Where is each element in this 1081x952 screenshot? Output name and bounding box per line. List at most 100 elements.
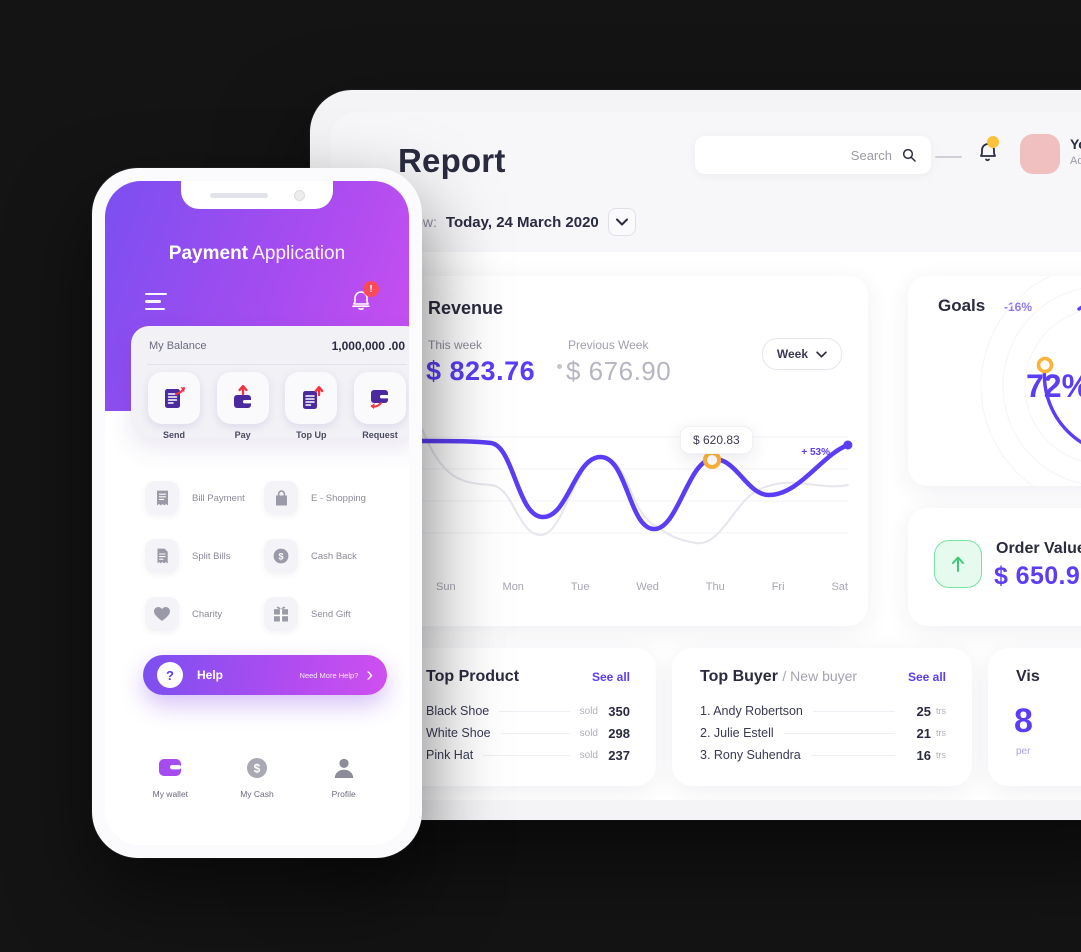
user-role: Administra [1070,155,1081,167]
tablet-screen: Report Search Your Na [330,112,1081,800]
topup-glyph [303,386,324,409]
hamburger-menu-icon[interactable] [145,293,167,315]
service-send-gift[interactable]: Send Gift [264,597,383,631]
bell-icon [352,291,370,310]
app-title: Payment Application [105,243,409,265]
action-pay[interactable]: Pay [212,372,274,440]
dashboard-body: Revenue This week $ 823.76 Previous Week… [330,252,1081,800]
coin-dollar-icon: $ [221,753,293,783]
sold-count: 298 [608,725,630,741]
service-split-bills[interactable]: Split Bills [145,539,264,573]
goals-delta: -16% [1004,300,1033,314]
action-label: Request [362,430,398,440]
wallet-icon [134,753,206,783]
revenue-line-chart-svg [419,428,853,545]
revenue-card: Revenue This week $ 823.76 Previous Week… [398,276,868,626]
notification-badge [987,136,999,148]
show-value: Today, 24 March 2020 [445,213,599,231]
revenue-range-dropdown[interactable]: Week [761,338,842,370]
top-buyer-title: Top Buyer / New buyer [700,668,857,686]
chart-change-label: + 53% [801,447,830,458]
list-item: 3. Rony Suhendra 16 trs [700,744,946,766]
phone-notification-button[interactable]: ! [349,281,379,315]
request-glyph [370,390,389,409]
service-cash-back[interactable]: $ Cash Back [264,539,383,573]
top-product-see-all[interactable]: See all [591,670,630,684]
action-topup[interactable]: Top Up [280,372,342,440]
buyer-unit: trs [936,728,946,738]
bag-glyph [275,490,287,506]
request-wallet-icon [353,372,406,424]
list-item: 1. Andy Robertson 25 trs [700,700,946,722]
revenue-previous-week-value: $ 676.90 [566,356,672,386]
date-filter[interactable]: Show: Today, 24 March 2020 [398,208,636,236]
revenue-chart: $ 620.83 + 53% Sun Mon Tue Wed Thu Fri S… [412,411,858,611]
product-name: Black Shoe [426,704,490,718]
camera-dot [293,189,305,201]
x-tick-fri: Fri [771,581,785,593]
x-tick-sun: Sun [436,581,456,593]
sold-label: sold [579,727,598,739]
phone-screen: Payment Application ! My Balance 1,000,0… [105,181,409,845]
action-request[interactable]: Request [349,372,409,440]
service-e-shopping[interactable]: E - Shopping [264,481,383,515]
x-tick-mon: Mon [502,581,524,593]
order-value-amount: $ 650.92 [994,562,1081,590]
search-input[interactable]: Search [695,136,931,174]
date-dropdown-button[interactable] [607,208,636,236]
action-send[interactable]: Send [143,372,205,440]
service-bill-payment[interactable]: Bill Payment [145,481,264,515]
gift-icon [264,597,298,631]
send-glyph [165,387,185,408]
help-banner[interactable]: ? Help Need More Help? › [143,655,387,695]
wallet-glyph [159,759,182,776]
visitor-value: 8 [1014,702,1033,740]
search-placeholder: Search [850,147,892,163]
visitor-title: Vis [1016,668,1040,685]
service-label: Send Gift [311,608,351,620]
pay-wallet-icon [216,372,269,424]
buyer-unit: trs [936,750,946,760]
top-buyer-see-all[interactable]: See all [907,670,946,684]
action-label: Send [162,430,185,440]
tablet-device: Report Search Your Na [310,90,1081,820]
arrow-up-icon [952,556,964,572]
top-buyer-subtitle: / New buyer [782,668,858,684]
pay-glyph [233,385,252,408]
chevron-down-icon [816,350,827,358]
revenue-title: Revenue [428,298,504,318]
avatar[interactable] [1020,134,1060,174]
row-divider [499,710,570,712]
x-tick-sat: Sat [831,581,848,593]
help-label: Help [197,668,224,682]
row-divider [783,732,895,734]
notification-bell-button[interactable] [975,136,1001,168]
top-buyer-card: Top Buyer / New buyer See all 1. Andy Ro… [672,648,972,786]
row-divider [812,710,895,712]
service-charity[interactable]: Charity [145,597,264,631]
previous-week-dot [557,364,562,369]
row-divider [483,754,570,756]
revenue-range-label: Week [776,347,808,361]
x-tick-wed: Wed [636,581,659,593]
svg-text:$: $ [254,761,261,775]
revenue-this-week-label: This week [428,338,483,352]
tab-my-cash[interactable]: $ My Cash [221,753,293,799]
split-bill-glyph [157,548,168,564]
buyer-name: 2. Julie Estell [700,726,774,740]
tab-profile[interactable]: Profile [308,753,380,799]
balance-card: My Balance 1,000,000 .00 [131,326,409,440]
top-product-list: Black Shoe sold 350 White Shoe sold 298 [426,700,630,766]
search-icon [902,148,916,162]
buyer-count: 25 [916,703,931,719]
balance-value: 1,000,000 .00 [331,339,405,353]
gift-glyph [274,606,288,622]
service-label: E - Shopping [311,492,366,504]
order-value-title: Order Value [996,540,1081,557]
list-item: White Shoe sold 298 [426,722,630,744]
order-value-badge [934,540,982,588]
revenue-previous-week-label: Previous Week [568,338,649,352]
tab-my-wallet[interactable]: My wallet [134,753,206,799]
goals-title: Goals [938,296,986,315]
list-item: Pink Hat sold 237 [426,744,630,766]
